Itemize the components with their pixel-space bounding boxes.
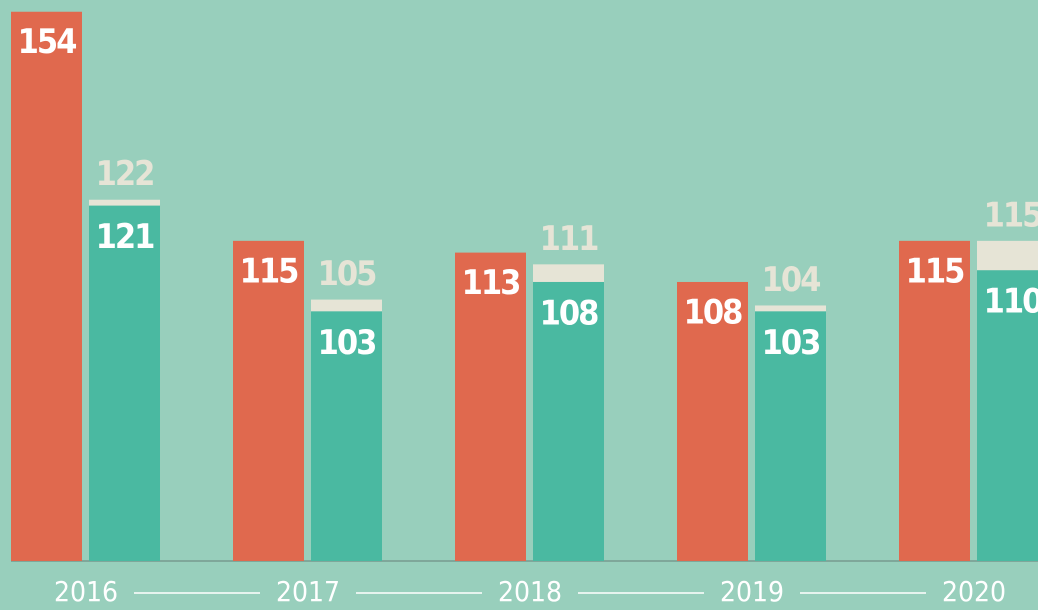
x-tick-label: 2016: [54, 575, 118, 608]
bar: [11, 12, 82, 561]
chart: 154 122 121 2016 115 105 103 2017 113 111 108 2018 1…: [0, 0, 1038, 610]
bar: [89, 206, 160, 561]
x-tick-label: 2020: [942, 575, 1006, 608]
value-label: 154: [18, 22, 77, 62]
value-label: 113: [462, 263, 520, 303]
value-label: 121: [96, 217, 155, 257]
page: 154 122 121 2016 115 105 103 2017 113 111 108 2018 1…: [0, 0, 1038, 610]
value-label: 103: [762, 323, 820, 363]
value-label: 115: [906, 251, 965, 291]
x-tick-label: 2018: [498, 575, 562, 608]
value-label: 105: [318, 254, 377, 294]
value-label: 108: [684, 292, 743, 332]
value-label: 103: [318, 323, 376, 363]
value-label: 110: [984, 282, 1038, 322]
value-label: 104: [762, 260, 821, 300]
value-label: 111: [540, 219, 599, 259]
value-label: 122: [96, 154, 154, 194]
value-label: 115: [984, 195, 1038, 235]
value-label: 115: [240, 251, 299, 291]
value-label: 108: [540, 293, 599, 333]
x-tick-label: 2017: [276, 575, 340, 608]
x-tick-label: 2019: [720, 575, 784, 608]
